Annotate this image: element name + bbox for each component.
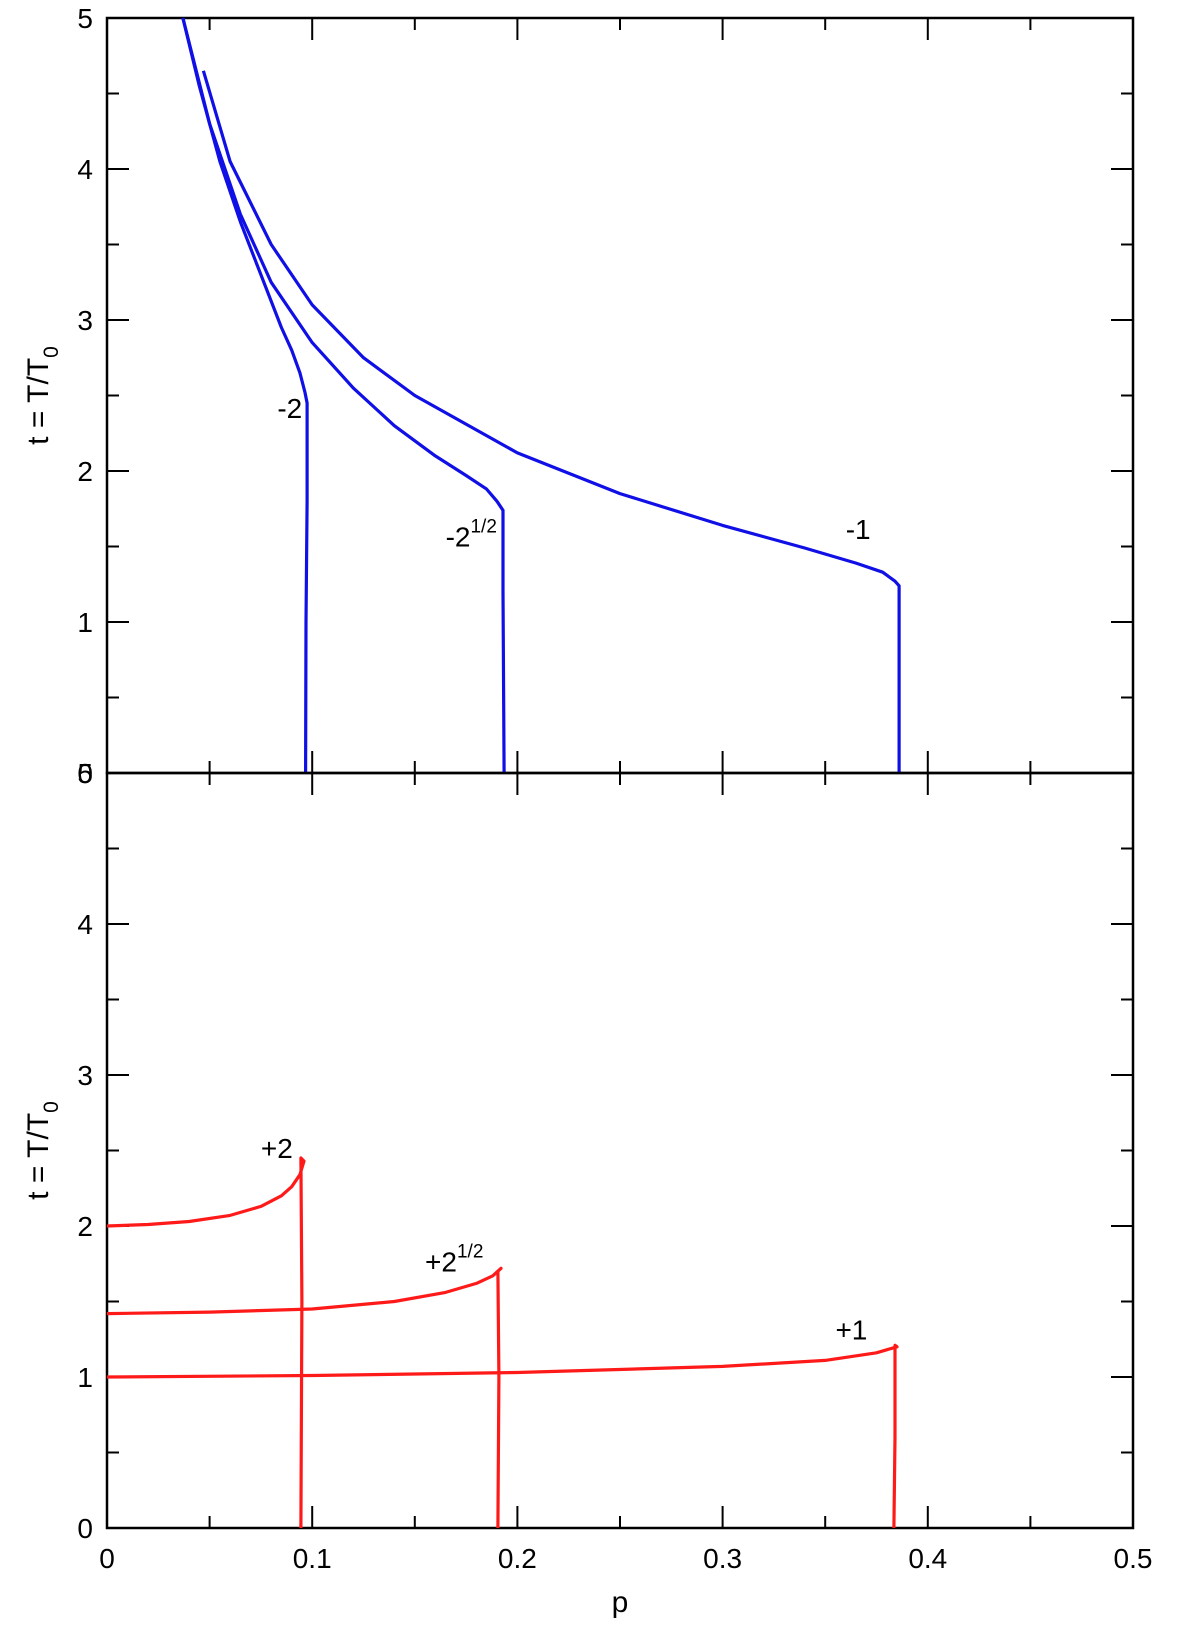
x-tick-label: 0.5 bbox=[1114, 1543, 1153, 1574]
y-tick-label: 2 bbox=[77, 1211, 93, 1242]
curve-label-bottom-1: +21/2 bbox=[425, 1241, 483, 1277]
y-axis-title: t = T/T0 bbox=[22, 1101, 63, 1200]
curve-label-top-1: -21/2 bbox=[446, 517, 497, 553]
series-line-top-0 bbox=[181, 17, 309, 774]
y-tick-label: 4 bbox=[77, 909, 93, 940]
x-tick-label: 0 bbox=[99, 1543, 115, 1574]
series-line-bottom-2 bbox=[106, 1343, 899, 1529]
y-tick-label: 5 bbox=[77, 3, 93, 34]
y-tick-label: 0 bbox=[77, 1513, 93, 1544]
curve-label-bottom-0: +2 bbox=[261, 1133, 293, 1164]
y-tick-label: 1 bbox=[77, 1362, 93, 1393]
y-tick-label: 4 bbox=[77, 154, 93, 185]
curve-label-top-2: -1 bbox=[846, 514, 871, 545]
y-tick-label: 3 bbox=[77, 1060, 93, 1091]
x-tick-label: 0.4 bbox=[908, 1543, 947, 1574]
series-line-top-2 bbox=[201, 70, 901, 773]
y-tick-label: 5 bbox=[77, 758, 93, 789]
x-tick-label: 0.2 bbox=[498, 1543, 537, 1574]
y-tick-label: 0 bbox=[77, 758, 93, 789]
series-line-bottom-1 bbox=[106, 1266, 503, 1529]
y-axis-title: t = T/T0 bbox=[22, 346, 63, 445]
x-tick-label: 0.3 bbox=[703, 1543, 742, 1574]
y-tick-label: 1 bbox=[77, 607, 93, 638]
plot-frame bbox=[105, 16, 1135, 775]
series-line-top-1 bbox=[181, 17, 506, 774]
curve-label-bottom-2: +1 bbox=[835, 1314, 867, 1345]
y-tick-label: 3 bbox=[77, 305, 93, 336]
top-panel: 0 1 2 3 4 5 t = T/T0 -2 -21/2 -1 bbox=[22, 3, 1135, 789]
curve-label-top-0: -2 bbox=[277, 393, 302, 424]
series-line-bottom-0 bbox=[106, 1156, 306, 1529]
x-axis-title: p bbox=[612, 1586, 629, 1619]
x-tick-label: 0.1 bbox=[293, 1543, 332, 1574]
y-tick-label: 2 bbox=[77, 456, 93, 487]
